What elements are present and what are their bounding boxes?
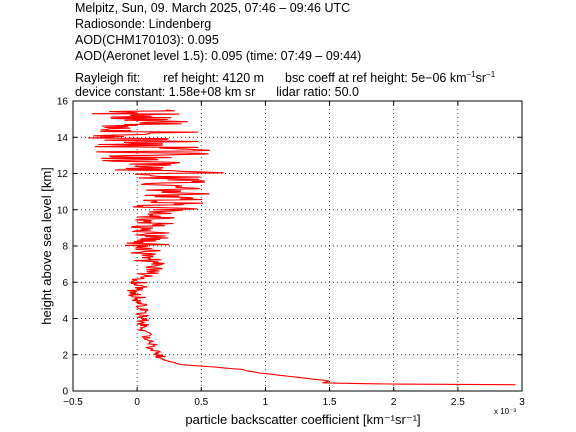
bsc-coeff-mid: sr (475, 71, 487, 86)
x-tick-label: 1 (263, 397, 269, 408)
y-tick-label: 0 (62, 387, 68, 398)
x-tick-label: 2.5 (451, 397, 465, 408)
x-tick-label: 0 (134, 397, 140, 408)
x-tick-label: 2 (391, 397, 397, 408)
y-tick-label: 6 (62, 278, 68, 289)
device-constant: device constant: 1.58e+08 km sr (75, 85, 256, 99)
lidar-ratio: lidar ratio: 50.0 (276, 85, 359, 99)
bsc-coeff-sup2: −1 (486, 70, 496, 79)
header-line-radiosonde: Radiosonde: Lindenberg (75, 17, 212, 31)
x-tick-label: 0.5 (194, 397, 208, 408)
x-scale-note: x 10⁻³ (494, 407, 516, 416)
y-tick-label: 10 (57, 205, 69, 216)
header-line-rayleigh: Rayleigh fit: ref height: 4120 m bsc coe… (75, 67, 495, 86)
bsc-coeff-prefix: bsc coeff at ref height: 5e−06 km (285, 71, 467, 86)
rayleigh-label: Rayleigh fit: (75, 71, 141, 86)
header-line-aod-aeronet: AOD(Aeronet level 1.5): 0.095 (time: 07:… (75, 49, 362, 63)
y-tick-label: 4 (62, 314, 68, 325)
header-line-aod-chm: AOD(CHM170103): 0.095 (75, 33, 219, 47)
header-line-location: Melpitz, Sun, 09. March 2025, 07:46 – 09… (75, 1, 351, 15)
x-tick-label: 3 (519, 397, 525, 408)
ref-height: ref height: 4120 m (163, 71, 265, 86)
header-line-device: device constant: 1.58e+08 km sr lidar ra… (75, 84, 359, 100)
x-axis-label: particle backscatter coefficient [km⁻¹sr… (185, 412, 420, 427)
y-tick-label: 8 (62, 242, 68, 253)
y-tick-label: 2 (62, 350, 68, 361)
y-tick-label: 16 (57, 97, 69, 108)
y-tick-label: 14 (57, 133, 69, 144)
y-axis-label: height above sea level [km] (39, 167, 54, 325)
x-tick-label: 1.5 (323, 397, 337, 408)
x-tick-label: −0.5 (63, 397, 83, 408)
y-tick-label: 12 (57, 169, 69, 180)
backscatter-profile-line (87, 109, 516, 386)
bsc-coeff-sup1: −1 (466, 70, 476, 79)
